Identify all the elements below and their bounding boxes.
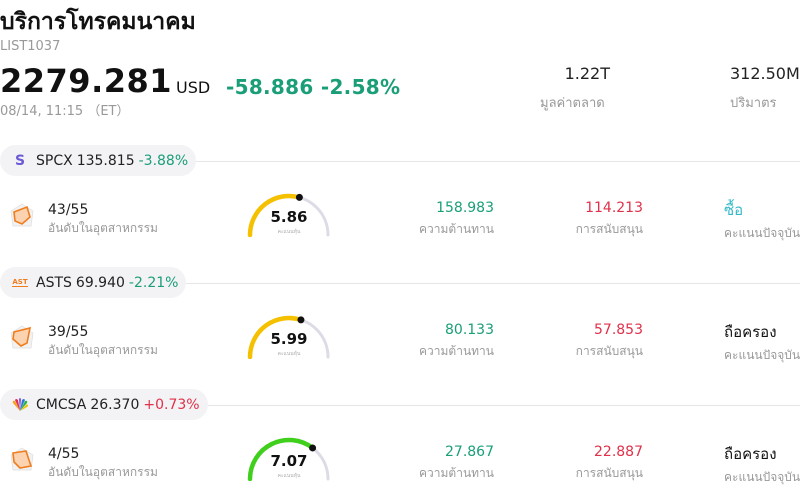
price-change-percent: -2.58%	[320, 75, 401, 99]
industry-rank: 39/55	[48, 324, 89, 340]
support-value: 57.853	[594, 322, 643, 338]
index-price: 2279.281	[0, 62, 173, 100]
stock-score: 7.07	[270, 452, 308, 470]
page-title: บริการโทรคมนาคม	[0, 9, 196, 35]
industry-rank-label: อันดับในอุตสาหกรรม	[48, 221, 158, 235]
resistance-value: 27.867	[445, 444, 494, 460]
nbc-peacock-logo-icon	[10, 395, 30, 415]
list-code: LIST1037	[0, 39, 61, 54]
resistance-value: 80.133	[445, 322, 494, 338]
asts-logo-icon: AST	[12, 277, 28, 287]
support-label: การสนับสนุน	[575, 222, 643, 236]
industry-rank-label: อันดับในอุตสาหกรรม	[48, 343, 158, 357]
volume-value: 312.50M	[730, 64, 800, 83]
gauge-fill	[247, 437, 315, 481]
current-rating-label: คะแนนปัจจุบัน	[724, 226, 800, 240]
score-gauge	[247, 315, 330, 359]
price-change: -58.886 -2.58%	[226, 75, 400, 99]
industry-radar-icon	[10, 203, 34, 227]
current-rating[interactable]: ถือครอง	[724, 323, 777, 341]
stock-tag-asts[interactable]: AST ASTS 69.940 -2.21%	[0, 267, 187, 298]
industry-rank: 4/55	[48, 446, 80, 462]
spcx-logo-icon: S	[14, 152, 26, 169]
currency-label: USD	[176, 78, 211, 97]
current-rating[interactable]: ถือครอง	[724, 445, 777, 463]
support-value: 22.887	[594, 444, 643, 460]
stock-price: 26.370	[90, 396, 140, 413]
price-change-value: -58.886	[226, 75, 314, 99]
support-label: การสนับสนุน	[575, 344, 643, 358]
stock-tag-cmcsa[interactable]: CMCSA 26.370 +0.73%	[0, 389, 208, 420]
volume-label: ปริมาตร	[730, 96, 777, 111]
gauge-fill	[247, 193, 302, 237]
resistance-label: ความต้านทาน	[419, 222, 494, 236]
resistance-value: 158.983	[436, 200, 494, 216]
stock-price: 69.940	[75, 274, 125, 291]
industry-rank-label: อันดับในอุตสาหกรรม	[48, 465, 158, 479]
industry-rank: 43/55	[48, 202, 89, 218]
current-rating-label: คะแนนปัจจุบัน	[724, 348, 800, 362]
resistance-label: ความต้านทาน	[419, 466, 494, 480]
industry-radar-icon	[10, 447, 34, 471]
stock-change-percent: -2.21%	[128, 274, 179, 291]
gauge-needle-dot	[295, 193, 303, 201]
row-divider	[186, 283, 800, 284]
stock-price: 135.815	[76, 152, 135, 169]
gauge-needle-dot	[309, 444, 317, 452]
score-gauge	[247, 437, 330, 481]
market-cap-value: 1.22T	[564, 64, 610, 83]
stock-score: 5.99	[270, 330, 308, 348]
current-rating[interactable]: ซื้อ	[724, 201, 744, 219]
stock-symbol: CMCSA	[36, 396, 87, 413]
current-rating-label: คะแนนปัจจุบัน	[724, 470, 800, 484]
stock-tag-spcx[interactable]: S SPCX 135.815 -3.88%	[0, 145, 197, 176]
support-value: 114.213	[585, 200, 643, 216]
timestamp: 08/14, 11:15 （ET）	[0, 104, 130, 119]
industry-radar-icon	[10, 325, 34, 349]
stock-change-percent: +0.73%	[143, 396, 200, 413]
stock-score-label: คะแนนหุ้น	[277, 229, 301, 235]
score-gauge	[247, 193, 330, 237]
gauge-needle-dot	[297, 316, 305, 324]
stock-score-label: คะแนนหุ้น	[277, 351, 301, 357]
stock-symbol: ASTS	[36, 274, 72, 291]
stock-score: 5.86	[270, 208, 308, 226]
row-divider	[208, 405, 800, 406]
gauge-fill	[247, 315, 304, 359]
stock-change-percent: -3.88%	[138, 152, 189, 169]
stock-score-label: คะแนนหุ้น	[277, 473, 301, 479]
support-label: การสนับสนุน	[575, 466, 643, 480]
resistance-label: ความต้านทาน	[419, 344, 494, 358]
row-divider	[196, 161, 800, 162]
market-cap-label: มูลค่าตลาด	[540, 96, 605, 111]
stock-symbol: SPCX	[36, 152, 73, 169]
